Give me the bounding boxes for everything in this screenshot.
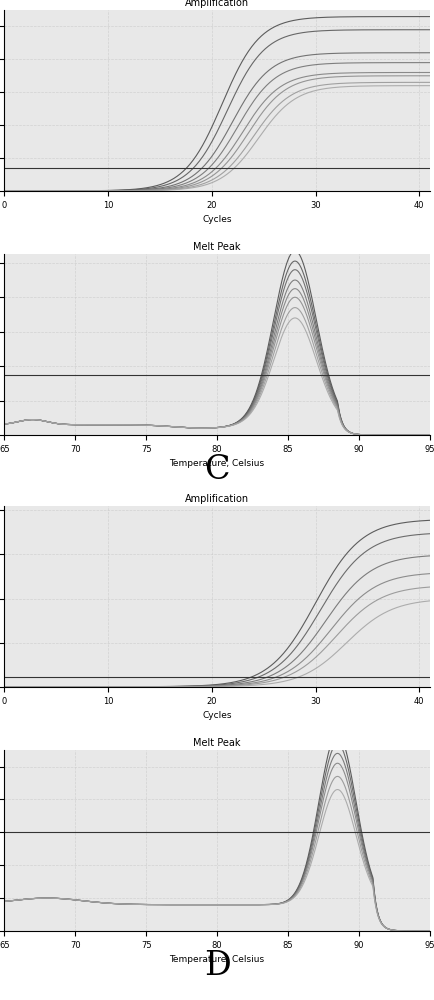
Title: Amplification: Amplification	[185, 494, 249, 504]
Text: C: C	[204, 454, 230, 486]
X-axis label: Temperature, Celsius: Temperature, Celsius	[169, 459, 265, 468]
X-axis label: Cycles: Cycles	[202, 215, 232, 224]
Title: Amplification: Amplification	[185, 0, 249, 8]
X-axis label: Cycles: Cycles	[202, 711, 232, 720]
Title: Melt Peak: Melt Peak	[193, 738, 241, 748]
Title: Melt Peak: Melt Peak	[193, 242, 241, 252]
X-axis label: Temperature, Celsius: Temperature, Celsius	[169, 955, 265, 964]
Text: D: D	[204, 950, 230, 982]
